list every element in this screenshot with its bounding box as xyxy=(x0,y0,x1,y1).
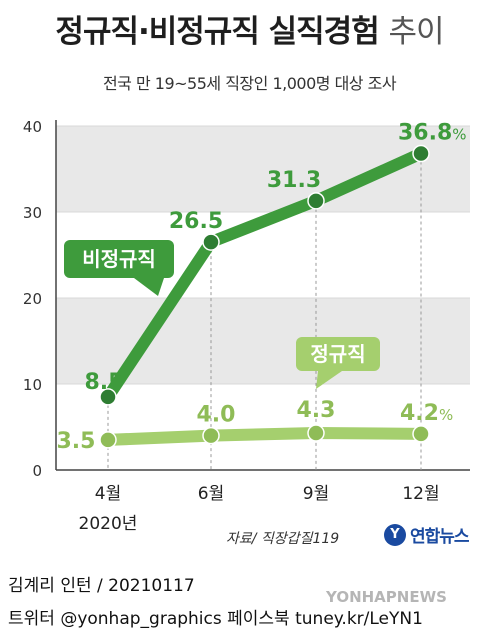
series-line xyxy=(102,427,427,446)
y-tick-label: 30 xyxy=(23,204,42,222)
data-point xyxy=(202,233,220,251)
title-suffix: 추이 xyxy=(388,14,445,50)
x-tick-label: 12월 xyxy=(402,484,439,504)
yonhap-logo-icon: Y xyxy=(384,523,406,546)
yonhap-logo: Y 연합뉴스 xyxy=(384,522,470,547)
source-note: 자료/ 직장갑질119 xyxy=(226,531,340,547)
y-tick-label: 40 xyxy=(23,118,42,136)
data-point xyxy=(412,425,430,443)
series-callout-bg xyxy=(64,240,174,278)
yonhap-logo-text: 연합뉴스 xyxy=(410,527,470,547)
y-tick-label: 20 xyxy=(23,290,42,308)
subtitle: 전국 만 19~55세 직장인 1,000명 대상 조사 xyxy=(102,74,397,93)
x-tick-label: 4월 xyxy=(95,484,121,504)
series-callout-tail xyxy=(134,278,164,296)
series-callout-label: 정규직 xyxy=(310,342,365,366)
page-title: 정규직·비정규직 실직경험 추이 xyxy=(0,6,499,51)
data-point xyxy=(99,388,117,406)
data-point xyxy=(307,192,325,210)
data-label: 4.3 xyxy=(297,398,336,423)
data-label: 4.2% xyxy=(400,401,453,426)
series-callout-tail xyxy=(316,371,342,389)
social-line: 트위터 @yonhap_graphics 페이스북 tuney.kr/LeYN1 xyxy=(8,609,423,629)
x-sublabel: 2020년 xyxy=(79,514,138,534)
series-callout-label: 비정규직 xyxy=(82,247,156,271)
x-tick-label: 9월 xyxy=(303,484,329,504)
y-tick-label: 10 xyxy=(23,376,42,394)
data-point xyxy=(99,431,117,449)
y-tick-label: 0 xyxy=(32,462,42,480)
unit-label: % xyxy=(452,126,466,144)
watermark: YONHAPNEWS xyxy=(326,588,447,606)
data-point xyxy=(307,424,325,442)
title-main: 정규직·비정규직 실직경험 xyxy=(55,14,379,50)
data-label: 8.5 xyxy=(85,370,124,395)
data-point xyxy=(202,426,220,445)
data-point xyxy=(412,144,430,163)
unit-label: % xyxy=(439,406,453,424)
series-callout-bg xyxy=(296,337,380,371)
data-label: 36.8% xyxy=(398,121,467,146)
x-tick-label: 6월 xyxy=(198,484,224,504)
data-label: 26.5 xyxy=(169,209,223,234)
data-label: 31.3 xyxy=(267,168,321,193)
series-line xyxy=(102,147,427,403)
data-label: 4.0 xyxy=(197,403,236,428)
credit-line: 김계리 인턴 / 20210117 xyxy=(8,576,195,596)
data-label: 3.5 xyxy=(57,429,96,454)
